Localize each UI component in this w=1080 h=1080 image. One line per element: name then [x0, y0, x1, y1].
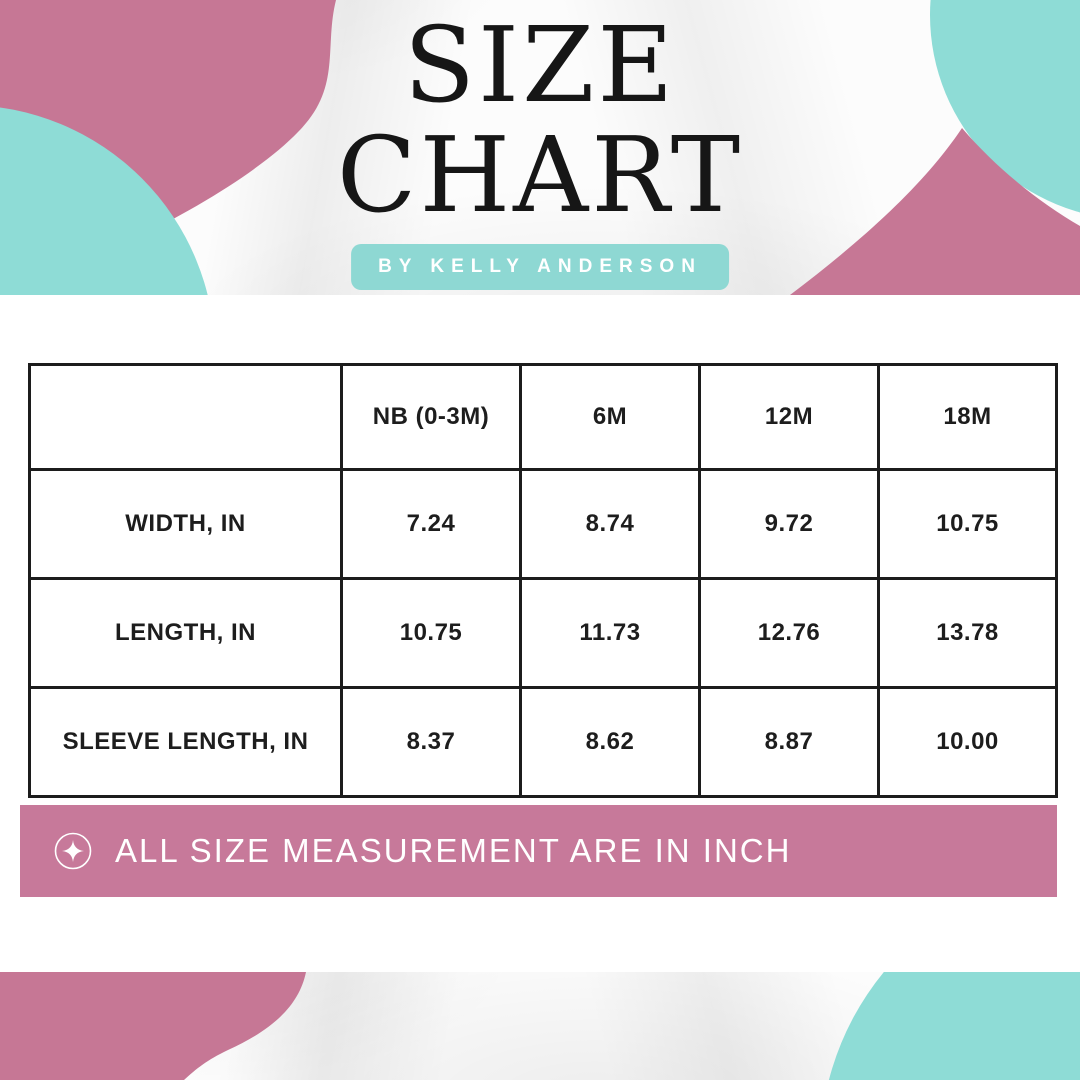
- sparkle-icon: [54, 832, 92, 870]
- cell-sleeve-6m: 8.62: [519, 686, 701, 798]
- column-header-12m: 12M: [698, 363, 880, 471]
- decorative-shapes-top: [0, 0, 1080, 295]
- byline-badge: BY KELLY ANDERSON: [351, 244, 729, 290]
- header-band: [0, 0, 1080, 295]
- pink-blob-top-right: [790, 128, 1080, 295]
- corner-cell: [28, 363, 343, 471]
- pink-blob-bottom-left: [0, 972, 306, 1080]
- cell-sleeve-18m: 10.00: [877, 686, 1058, 798]
- cell-length-18m: 13.78: [877, 577, 1058, 689]
- row-label-length: LENGTH, IN: [28, 577, 343, 689]
- row-label-sleeve: SLEEVE LENGTH, IN: [28, 686, 343, 798]
- cell-width-18m: 10.75: [877, 468, 1058, 580]
- column-header-6m: 6M: [519, 363, 701, 471]
- column-header-18m: 18M: [877, 363, 1058, 471]
- page-title: SIZE CHART: [0, 10, 1080, 230]
- cell-sleeve-nb: 8.37: [340, 686, 522, 798]
- table-row: WIDTH, IN 7.24 8.74 9.72 10.75: [28, 468, 1058, 580]
- table-header-row: NB (0-3M) 6M 12M 18M: [28, 363, 1058, 471]
- row-label-width: WIDTH, IN: [28, 468, 343, 580]
- cell-width-12m: 9.72: [698, 468, 880, 580]
- footer-band: [0, 972, 1080, 1080]
- size-table: NB (0-3M) 6M 12M 18M WIDTH, IN 7.24 8.74…: [28, 363, 1058, 798]
- cell-width-6m: 8.74: [519, 468, 701, 580]
- note-banner: ALL SIZE MEASUREMENT ARE IN INCH: [20, 805, 1057, 897]
- cell-sleeve-12m: 8.87: [698, 686, 880, 798]
- byline-text: BY KELLY ANDERSON: [378, 256, 702, 277]
- title-line-1: SIZE: [403, 4, 677, 126]
- note-text: ALL SIZE MEASUREMENT ARE IN INCH: [115, 832, 792, 869]
- title-line-2: CHART: [336, 114, 744, 236]
- cell-length-6m: 11.73: [519, 577, 701, 689]
- teal-circle-top-right: [930, 0, 1080, 213]
- teal-circle-top-left: [0, 107, 208, 295]
- teal-circle-bottom-right: [828, 972, 1080, 1080]
- column-header-nb: NB (0-3M): [340, 363, 522, 471]
- table-row: SLEEVE LENGTH, IN 8.37 8.62 8.87 10.00: [28, 686, 1058, 798]
- decorative-shapes-bottom: [0, 972, 1080, 1080]
- cell-length-nb: 10.75: [340, 577, 522, 689]
- table-row: LENGTH, IN 10.75 11.73 12.76 13.78: [28, 577, 1058, 689]
- cell-length-12m: 12.76: [698, 577, 880, 689]
- cell-width-nb: 7.24: [340, 468, 522, 580]
